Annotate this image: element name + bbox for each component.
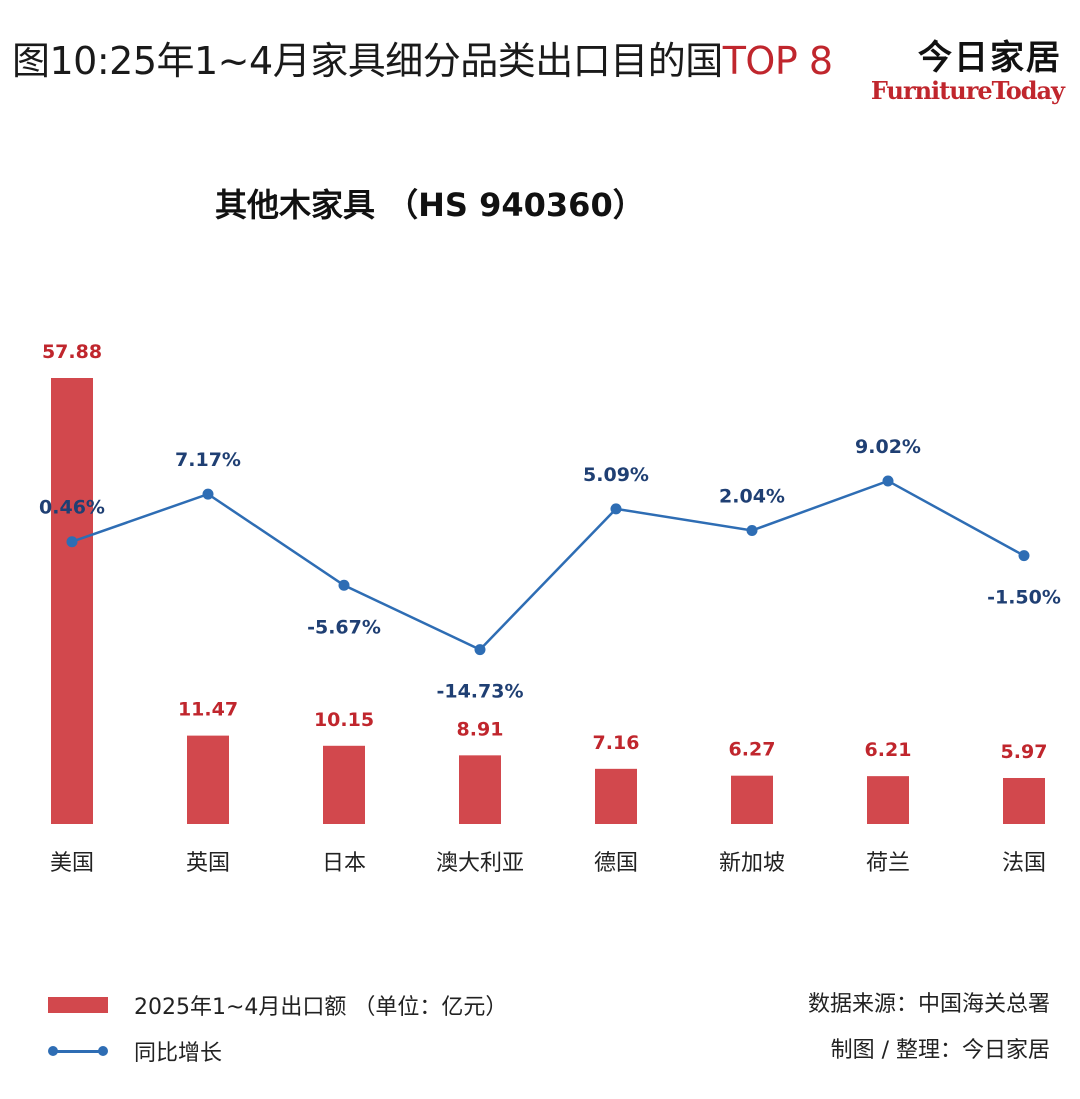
growth-point-7 [1018, 550, 1030, 562]
legend: 2025年1~4月出口额 （单位：亿元） 同比增长 [40, 985, 507, 1077]
category-label-7: 法国 [1002, 851, 1046, 876]
bar-value-label-0: 57.88 [42, 341, 102, 363]
bar-5 [731, 775, 773, 824]
bar-value-label-5: 6.27 [729, 739, 776, 761]
growth-label-3: -14.73% [436, 681, 523, 703]
bar-4 [595, 768, 637, 824]
brand-logo-en: FurnitureToday [870, 76, 1065, 105]
growth-label-4: 5.09% [583, 464, 649, 486]
growth-point-3 [474, 644, 486, 656]
bar-value-label-2: 10.15 [314, 709, 374, 731]
growth-line [71, 479, 1025, 652]
category-label-2: 日本 [322, 851, 366, 876]
bar-6 [867, 776, 909, 824]
growth-label-2: -5.67% [307, 616, 381, 638]
brand-logo-cn: 今日家居 [918, 38, 1062, 78]
figure-title-main: 图10:25年1~4月家具细分品类出口目的国 [12, 39, 723, 83]
bar-value-label-7: 5.97 [1001, 741, 1048, 763]
growth-label-1: 7.17% [175, 449, 241, 471]
growth-label-0: 0.46% [39, 497, 105, 519]
legend-item-bar: 2025年1~4月出口额 （单位：亿元） [40, 985, 507, 1025]
source-block: 数据来源：中国海关总署 制图 / 整理：今日家居 [808, 985, 1050, 1077]
legend-line-label: 同比增长 [134, 1041, 223, 1066]
legend-bar-swatch [48, 997, 108, 1013]
data-source: 数据来源：中国海关总署 [807, 992, 1050, 1017]
bar-3 [459, 755, 501, 824]
bar-value-label-1: 11.47 [178, 699, 238, 721]
growth-point-2 [338, 579, 350, 591]
growth-label-5: 2.04% [719, 486, 785, 508]
category-label-3: 澳大利亚 [436, 851, 524, 876]
bar-0 [51, 378, 93, 824]
figure-title: 图10:25年1~4月家具细分品类出口目的国TOP 8 [12, 30, 833, 85]
growth-point-5 [746, 525, 758, 537]
legend-item-line: 同比增长 [40, 1031, 507, 1071]
growth-point-6 [882, 475, 894, 487]
bar-value-label-4: 7.16 [593, 732, 640, 754]
legend-line-swatch [48, 1043, 108, 1059]
growth-point-1 [202, 488, 214, 500]
category-label-0: 美国 [50, 851, 94, 876]
category-label-5: 新加坡 [719, 851, 785, 876]
bar-value-label-3: 8.91 [457, 718, 504, 740]
bar-value-label-6: 6.21 [865, 739, 912, 761]
figure-title-accent: TOP 8 [722, 39, 833, 83]
growth-point-0 [66, 536, 78, 548]
chart-title: 其他木家具 （HS 940360） [215, 186, 645, 224]
chart-credit: 制图 / 整理：今日家居 [830, 1038, 1050, 1063]
growth-label-6: 9.02% [855, 436, 921, 458]
bar-1 [187, 735, 229, 824]
bar-2 [323, 745, 365, 824]
legend-bar-label: 2025年1~4月出口额 （单位：亿元） [134, 995, 508, 1020]
bar-7 [1003, 777, 1045, 824]
category-label-4: 德国 [594, 851, 638, 876]
growth-label-7: -1.50% [987, 587, 1061, 609]
growth-point-4 [610, 503, 622, 515]
category-label-1: 英国 [186, 851, 230, 876]
category-label-6: 荷兰 [866, 851, 910, 876]
